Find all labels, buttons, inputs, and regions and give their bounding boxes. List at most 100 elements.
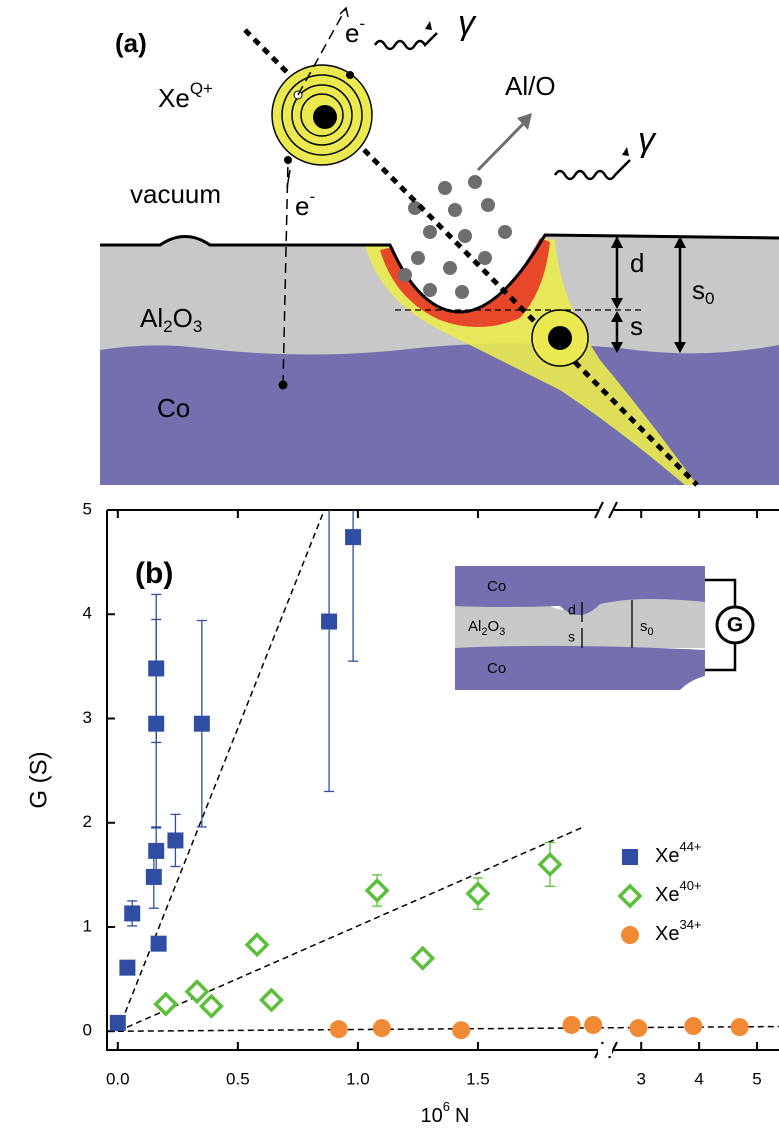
data-point (563, 1016, 581, 1034)
legend-label: Xe34+ (655, 917, 702, 945)
break-gap (598, 1044, 612, 1056)
vacuum-label: vacuum (130, 179, 221, 209)
x-tick-label: 3 (636, 1069, 645, 1088)
y-axis-label: G (S) (25, 751, 52, 808)
data-point (119, 960, 135, 976)
y-tick-label: 3 (83, 708, 92, 727)
formula-sub: 3 (499, 626, 505, 638)
embedded-ion (532, 310, 588, 366)
y-tick-label: 0 (83, 1021, 92, 1040)
formula-sub: 3 (193, 317, 202, 336)
electron-base: e (345, 18, 359, 48)
x-tick-label: 0.5 (226, 1069, 250, 1088)
inset-label: s (568, 629, 575, 645)
legend-marker (622, 849, 638, 865)
panel-a: (a) XeQ+ e- e- γ γ Al/O vacuum Al2O3 Co … (100, 4, 779, 485)
electron-sup: - (309, 187, 315, 206)
photon-wave (375, 33, 437, 49)
legend-name: Xe (655, 923, 679, 945)
thickness-base: s (692, 275, 705, 305)
data-point (373, 1019, 391, 1037)
data-point (110, 1015, 126, 1031)
legend-label: Xe40+ (655, 878, 702, 906)
electron-label: e- (345, 14, 365, 47)
figure: (a) XeQ+ e- e- γ γ Al/O vacuum Al2O3 Co … (0, 0, 779, 1137)
ion-charge: Q+ (190, 79, 213, 98)
data-point (146, 869, 162, 885)
data-point (167, 832, 183, 848)
data-point (684, 1017, 702, 1035)
data-point (540, 854, 560, 874)
legend-label: Xe44+ (655, 839, 702, 867)
x-tick-label: 5 (752, 1069, 761, 1088)
fit-line (118, 1027, 779, 1032)
x-label-base: 10 (421, 1105, 443, 1127)
inset-label: d (568, 602, 576, 618)
fit-line (118, 828, 581, 1031)
photon-label: γ (458, 4, 477, 42)
legend-charge: 34+ (679, 917, 701, 932)
data-point (629, 1019, 647, 1037)
data-point (187, 982, 207, 1002)
x-axis-label: 106N (421, 1099, 470, 1127)
data-point (156, 994, 176, 1014)
data-point (247, 935, 267, 955)
data-point (321, 614, 337, 630)
y-tick-label: 1 (83, 916, 92, 935)
page: (a) XeQ+ e- e- γ γ Al/O vacuum Al2O3 Co … (0, 0, 779, 1137)
y-tick-label: 2 (83, 812, 92, 831)
ion-base: Xe (158, 83, 190, 113)
incoming-ion (272, 65, 372, 165)
legend-marker (621, 926, 639, 944)
photon-wave (555, 160, 630, 179)
thickness-base: s (640, 618, 648, 635)
arrow-head (425, 21, 432, 30)
range-label: s (630, 311, 643, 341)
x-label-rest: N (455, 1105, 469, 1127)
data-point (367, 881, 387, 901)
x-tick-label: 0.0 (106, 1069, 130, 1088)
data-point (330, 1020, 348, 1038)
thickness-sub: 0 (705, 289, 714, 308)
y-tick-label: 5 (83, 499, 92, 518)
inset: Co Al2O3 Co d s s0 G (455, 566, 753, 690)
x-tick-label: 4 (694, 1069, 703, 1088)
depth-label: d (630, 248, 644, 278)
formula-part: O (173, 303, 193, 333)
data-point (151, 936, 167, 952)
sputter-arrow (478, 122, 525, 170)
data-point (194, 716, 210, 732)
inset-label: Co (487, 578, 506, 595)
electron-sup: - (359, 14, 365, 33)
data-point (468, 884, 488, 904)
inset-label: G (727, 614, 743, 637)
legend-charge: 40+ (679, 878, 701, 893)
formula-part: O (487, 618, 499, 635)
electron-origin (279, 381, 288, 390)
alumina-layer (100, 235, 779, 355)
formula-part: Al (140, 303, 163, 333)
formula-sub: 2 (163, 317, 172, 336)
data-point (201, 996, 221, 1016)
electron-base: e (295, 191, 309, 221)
inset-label: Co (487, 660, 506, 677)
legend-charge: 44+ (679, 839, 701, 854)
data-point (148, 716, 164, 732)
sputter-label: Al/O (505, 71, 556, 101)
ion-label: XeQ+ (158, 79, 213, 112)
data-point (413, 948, 433, 968)
arrow-head (340, 8, 348, 17)
electron-label: e- (295, 187, 315, 220)
legend-name: Xe (655, 845, 679, 867)
thickness-sub: 0 (648, 626, 654, 638)
data-point (584, 1016, 602, 1034)
data-point (124, 905, 140, 921)
x-tick-label: 1.5 (466, 1069, 490, 1088)
legend-marker (620, 886, 640, 906)
arrow-head (622, 147, 629, 156)
data-point (452, 1021, 470, 1039)
photon-label: γ (638, 121, 657, 159)
x-tick-label: 1.0 (346, 1069, 370, 1088)
data-point (261, 990, 281, 1010)
